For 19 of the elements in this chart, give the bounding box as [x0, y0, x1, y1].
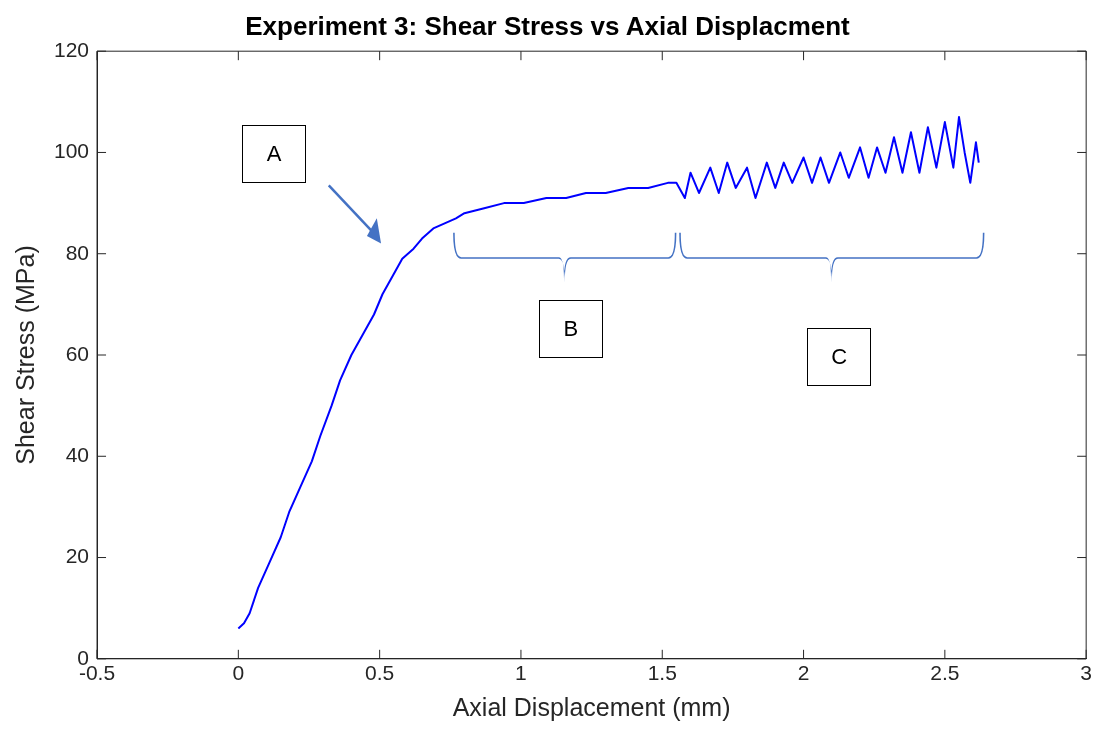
y-tick-label: 100: [53, 139, 90, 163]
annotation: A: [242, 124, 307, 183]
x-tick-label: 2.5: [930, 661, 960, 685]
y-tick-label: 20: [65, 544, 90, 568]
y-tick-label: 80: [65, 240, 90, 264]
chart-title: Experiment 3: Shear Stress vs Axial Displacment: [245, 10, 851, 41]
x-axis-title: Axial Displacement (mm): [452, 692, 731, 721]
y-axis-title: Shear Stress (MPa): [10, 245, 39, 465]
x-tick-label: 1: [515, 661, 527, 685]
x-tick-label: 1.5: [647, 661, 677, 685]
y-tick-label: 60: [65, 341, 90, 365]
x-tick-label: 3: [1080, 661, 1092, 685]
y-tick-label: 40: [65, 443, 90, 467]
x-tick-label: 0: [232, 661, 245, 685]
x-tick-label: 2: [797, 661, 810, 685]
x-tick-label: 0.5: [365, 661, 395, 685]
annotation: C: [807, 327, 872, 386]
annotation: B: [538, 299, 603, 358]
y-tick-label: 120: [53, 38, 90, 61]
